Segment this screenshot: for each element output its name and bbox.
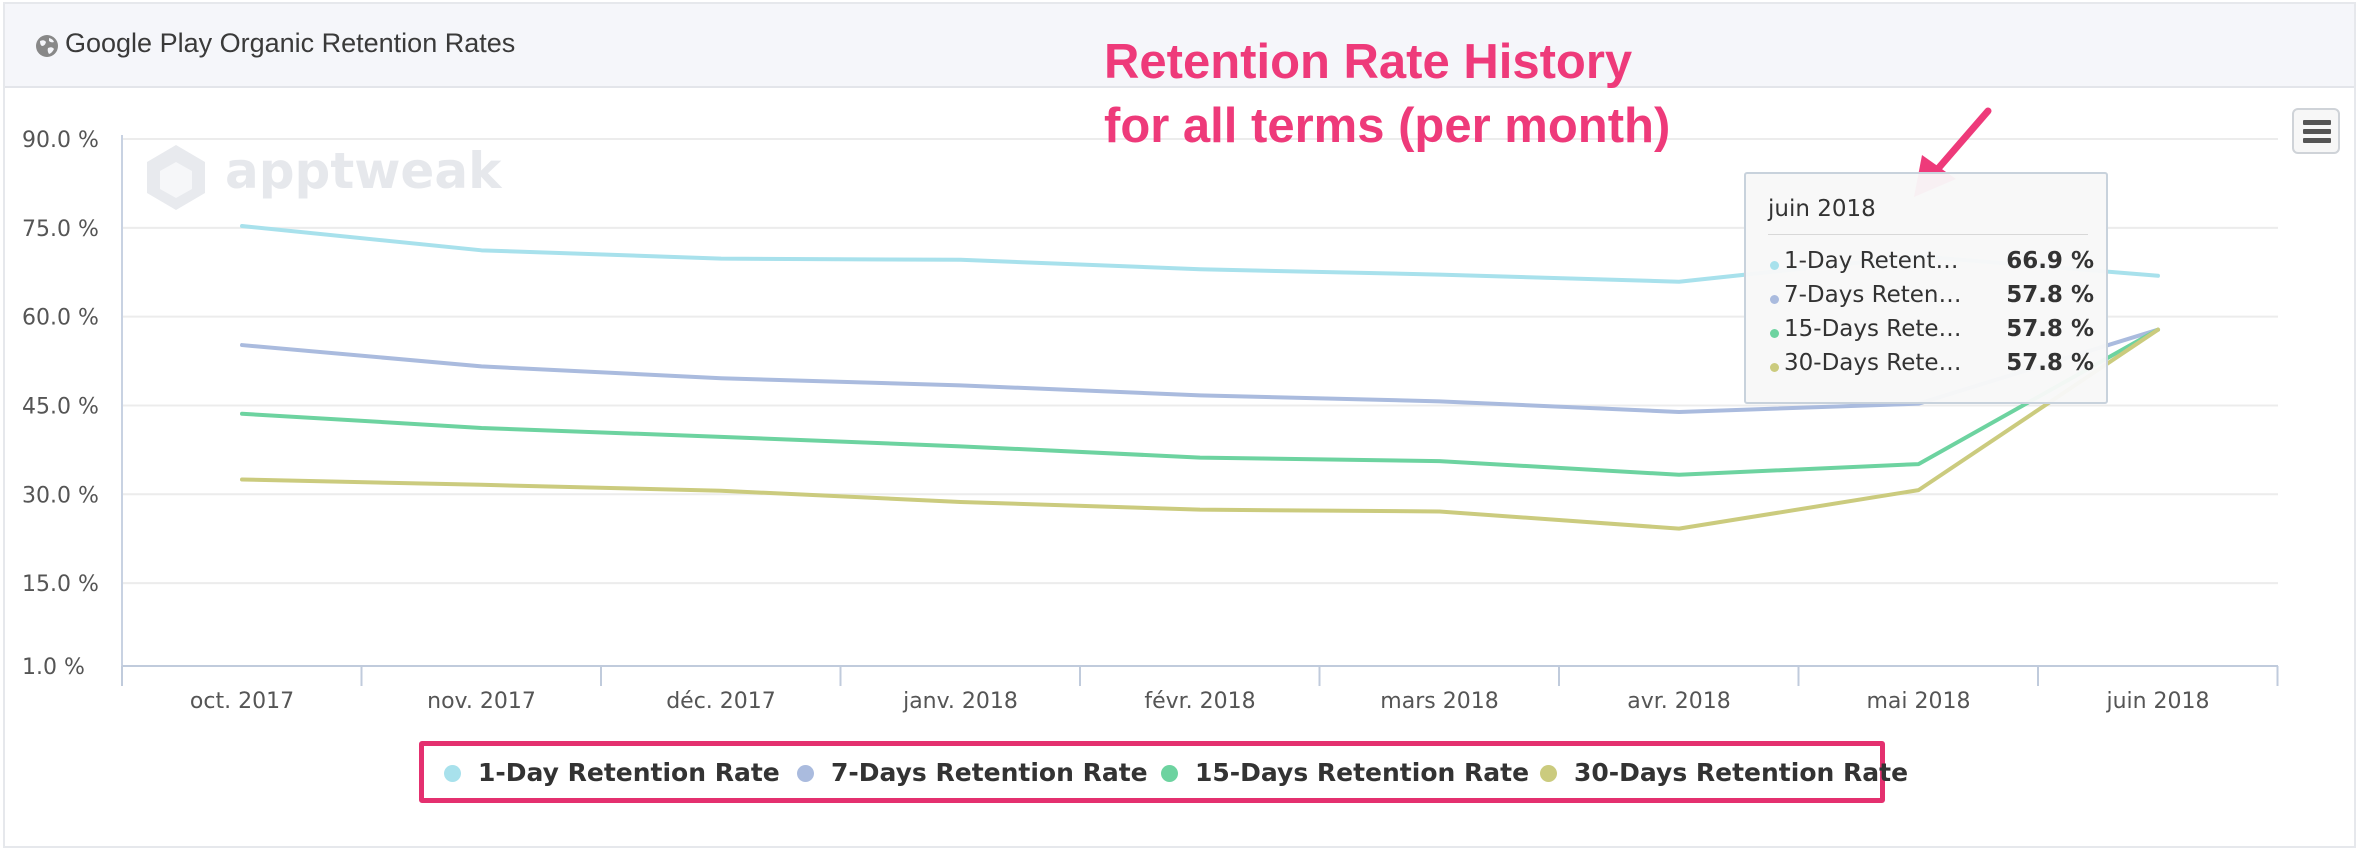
x-tick-label: juin 2018	[2105, 689, 2209, 714]
hamburger-icon-bar	[2303, 120, 2331, 125]
watermark-text: apptweak	[225, 142, 503, 200]
series-dot-icon	[1770, 261, 1779, 270]
series-dot-icon	[1770, 295, 1779, 304]
tooltip-row-value: 57.8 %	[2006, 282, 2094, 308]
y-tick-label: 60.0 %	[22, 306, 99, 331]
x-tick-label: mai 2018	[1866, 689, 1970, 714]
chart-tooltip: juin 2018 1-Day Retent… 66.9 % 7-Days Re…	[1744, 172, 2108, 404]
legend-dot-icon	[1161, 765, 1178, 782]
x-tick-label: nov. 2017	[427, 689, 536, 714]
annotation-line-1: Retention Rate History	[1104, 35, 1633, 89]
x-tick-label: déc. 2017	[666, 689, 776, 714]
x-tick-label: avr. 2018	[1627, 689, 1731, 714]
legend-label: 30-Days Retention Rate	[1574, 758, 1909, 787]
x-tick-label: févr. 2018	[1144, 689, 1255, 714]
series-line-3[interactable]	[240, 327, 2160, 477]
hamburger-icon-bar	[2303, 138, 2331, 143]
legend-dot-icon	[444, 765, 461, 782]
legend-label: 7-Days Retention Rate	[831, 758, 1148, 787]
panel-header: Google Play Organic Retention Rates	[5, 4, 2354, 88]
legend-label: 1-Day Retention Rate	[478, 758, 780, 787]
series-line-2[interactable]	[240, 327, 2160, 414]
x-tick-label: oct. 2017	[190, 689, 294, 714]
tooltip-row-label: 30-Days Rete…	[1784, 350, 1962, 376]
legend-label: 15-Days Retention Rate	[1195, 758, 1530, 787]
y-tick-label: 45.0 %	[22, 394, 99, 419]
legend-dot-icon	[797, 765, 814, 782]
series-dot-icon	[1770, 363, 1779, 372]
tooltip-divider	[1768, 234, 2088, 235]
series-dot-icon	[1770, 329, 1779, 338]
y-tick-label: 1.0 %	[22, 655, 85, 680]
tooltip-row-value: 57.8 %	[2006, 350, 2094, 376]
y-tick-label: 15.0 %	[22, 572, 99, 597]
tooltip-row: 7-Days Reten… 57.8 %	[1768, 282, 2094, 312]
annotation-callout: Retention Rate History for all terms (pe…	[1104, 30, 1670, 158]
tooltip-row-label: 1-Day Retent…	[1784, 248, 1959, 274]
watermark-logo	[147, 145, 205, 210]
tooltip-title: juin 2018	[1768, 196, 1876, 222]
panel-title: Google Play Organic Retention Rates	[65, 28, 516, 58]
x-tick-label: janv. 2018	[902, 689, 1018, 714]
legend-dot-icon	[1540, 765, 1557, 782]
tooltip-row-label: 7-Days Reten…	[1784, 282, 1962, 308]
series-line-4[interactable]	[240, 327, 2160, 531]
annotation-line-2: for all terms (per month)	[1104, 99, 1671, 153]
chart-menu-button[interactable]	[2292, 108, 2340, 154]
y-tick-label: 75.0 %	[22, 217, 99, 242]
tooltip-row: 30-Days Rete… 57.8 %	[1768, 350, 2094, 380]
globe-icon	[36, 35, 58, 57]
y-tick-label: 30.0 %	[22, 483, 99, 508]
tooltip-row: 1-Day Retent… 66.9 %	[1768, 248, 2094, 278]
tooltip-row: 15-Days Rete… 57.8 %	[1768, 316, 2094, 346]
tooltip-row-value: 66.9 %	[2006, 248, 2094, 274]
tooltip-row-value: 57.8 %	[2006, 316, 2094, 342]
chart-legend: 1-Day Retention Rate 7-Days Retention Ra…	[419, 741, 1908, 803]
tooltip-row-label: 15-Days Rete…	[1784, 316, 1962, 342]
x-tick-label: mars 2018	[1380, 689, 1498, 714]
hamburger-icon-bar	[2303, 129, 2331, 134]
y-tick-label: 90.0 %	[22, 128, 99, 153]
